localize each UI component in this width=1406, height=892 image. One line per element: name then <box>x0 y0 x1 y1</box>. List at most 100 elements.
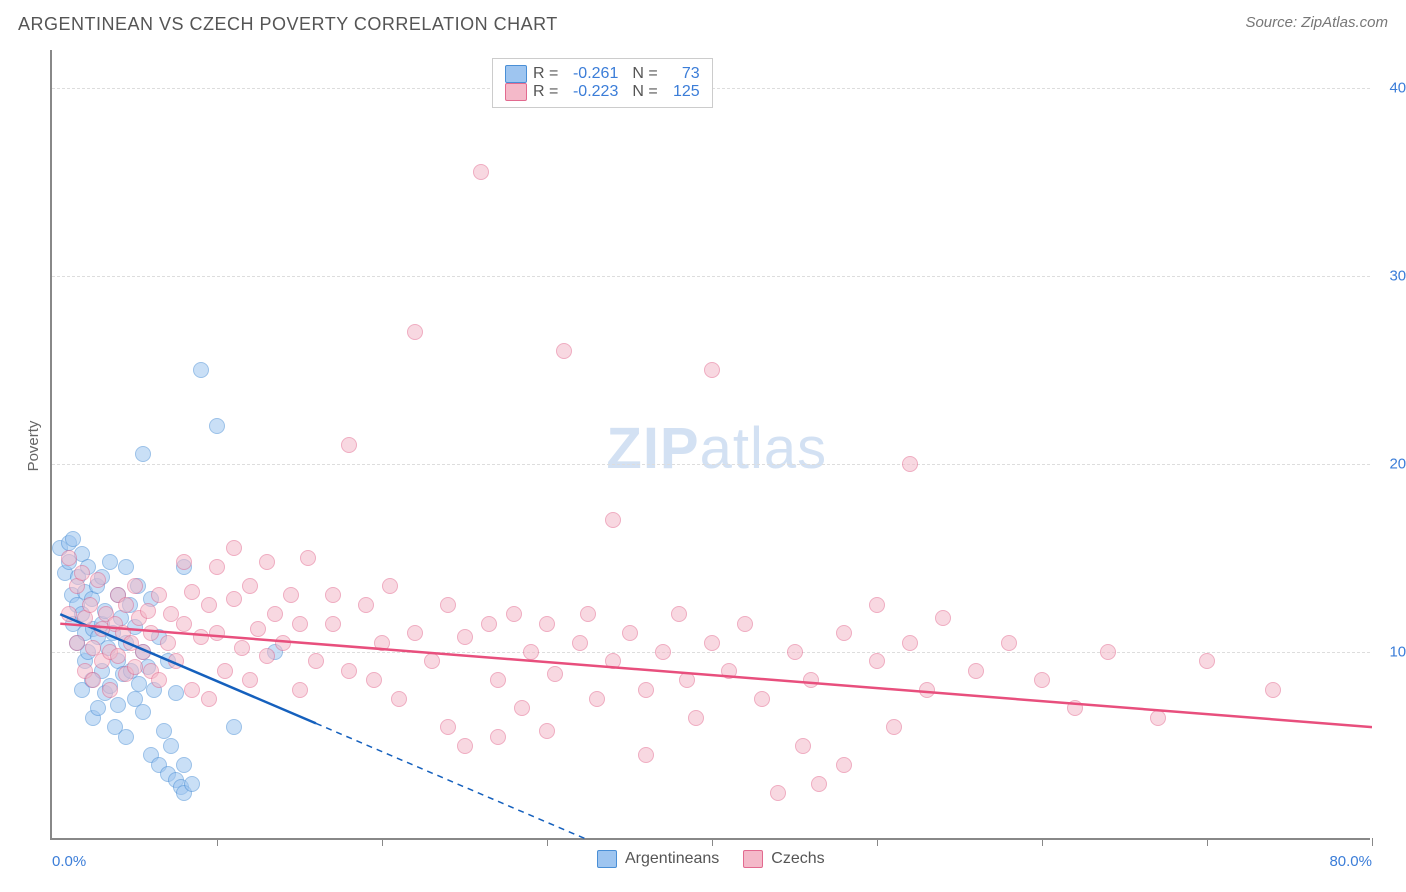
scatter-point <box>1150 710 1166 726</box>
scatter-point <box>902 635 918 651</box>
scatter-point <box>968 663 984 679</box>
y-tick-label: 20.0% <box>1376 455 1406 472</box>
scatter-point <box>1100 644 1116 660</box>
scatter-point <box>1034 672 1050 688</box>
x-tick-label: 0.0% <box>52 853 86 870</box>
legend-swatch <box>597 850 617 868</box>
gridline <box>52 276 1370 277</box>
scatter-point <box>704 635 720 651</box>
scatter-point <box>902 456 918 472</box>
scatter-point <box>151 672 167 688</box>
scatter-point <box>217 663 233 679</box>
scatter-point <box>127 578 143 594</box>
scatter-point <box>176 554 192 570</box>
scatter-point <box>440 719 456 735</box>
x-tick <box>1207 838 1208 846</box>
scatter-point <box>622 625 638 641</box>
scatter-point <box>1001 635 1017 651</box>
scatter-point <box>440 597 456 613</box>
scatter-point <box>836 625 852 641</box>
scatter-point <box>110 697 126 713</box>
scatter-point <box>1199 653 1215 669</box>
scatter-point <box>506 606 522 622</box>
scatter-point <box>82 597 98 613</box>
scatter-point <box>795 738 811 754</box>
scatter-point <box>118 559 134 575</box>
scatter-point <box>770 785 786 801</box>
x-tick <box>1042 838 1043 846</box>
watermark: ZIPatlas <box>606 415 827 482</box>
chart-title: ARGENTINEAN VS CZECH POVERTY CORRELATION… <box>18 14 558 35</box>
scatter-point <box>69 635 85 651</box>
scatter-point <box>168 685 184 701</box>
scatter-point <box>131 676 147 692</box>
scatter-point <box>308 653 324 669</box>
scatter-point <box>250 621 266 637</box>
gridline <box>52 652 1370 653</box>
scatter-point <box>886 719 902 735</box>
scatter-point <box>424 653 440 669</box>
scatter-point <box>721 663 737 679</box>
scatter-point <box>135 704 151 720</box>
scatter-point <box>655 644 671 660</box>
scatter-point <box>151 587 167 603</box>
scatter-point <box>74 565 90 581</box>
scatter-point <box>242 578 258 594</box>
x-tick <box>382 838 383 846</box>
scatter-point <box>514 700 530 716</box>
scatter-point <box>275 635 291 651</box>
scatter-point <box>473 164 489 180</box>
scatter-point <box>605 653 621 669</box>
scatter-point <box>358 597 374 613</box>
x-tick-label: 80.0% <box>1329 853 1372 870</box>
scatter-point <box>163 738 179 754</box>
scatter-point <box>407 625 423 641</box>
scatter-point <box>638 747 654 763</box>
scatter-point <box>382 578 398 594</box>
plot-area: ZIPatlas 10.0%20.0%30.0%40.0%0.0%80.0%R … <box>50 50 1370 840</box>
scatter-point <box>490 729 506 745</box>
scatter-point <box>209 559 225 575</box>
scatter-point <box>688 710 704 726</box>
y-tick-label: 40.0% <box>1376 79 1406 96</box>
scatter-point <box>193 629 209 645</box>
scatter-point <box>65 531 81 547</box>
scatter-point <box>556 343 572 359</box>
scatter-point <box>704 362 720 378</box>
scatter-point <box>1067 700 1083 716</box>
source-label: Source: ZipAtlas.com <box>1245 14 1388 31</box>
x-tick <box>217 838 218 846</box>
scatter-point <box>292 616 308 632</box>
scatter-point <box>160 635 176 651</box>
scatter-point <box>539 616 555 632</box>
scatter-point <box>836 757 852 773</box>
scatter-point <box>580 606 596 622</box>
y-tick-label: 10.0% <box>1376 643 1406 660</box>
chart-container: ARGENTINEAN VS CZECH POVERTY CORRELATION… <box>0 0 1406 892</box>
scatter-point <box>341 437 357 453</box>
scatter-point <box>193 362 209 378</box>
scatter-point <box>110 648 126 664</box>
scatter-point <box>85 672 101 688</box>
scatter-point <box>300 550 316 566</box>
scatter-point <box>184 682 200 698</box>
x-tick <box>877 838 878 846</box>
scatter-point <box>547 666 563 682</box>
scatter-point <box>61 606 77 622</box>
scatter-point <box>457 738 473 754</box>
scatter-point <box>391 691 407 707</box>
scatter-point <box>135 644 151 660</box>
scatter-point <box>176 616 192 632</box>
legend-series: ArgentineansCzechs <box>597 850 825 868</box>
legend-swatch <box>505 65 527 83</box>
scatter-point <box>1265 682 1281 698</box>
scatter-point <box>490 672 506 688</box>
scatter-point <box>869 597 885 613</box>
scatter-point <box>234 640 250 656</box>
scatter-point <box>226 591 242 607</box>
scatter-point <box>869 653 885 669</box>
scatter-point <box>919 682 935 698</box>
scatter-point <box>140 603 156 619</box>
scatter-point <box>935 610 951 626</box>
legend-item: Argentineans <box>597 850 719 868</box>
